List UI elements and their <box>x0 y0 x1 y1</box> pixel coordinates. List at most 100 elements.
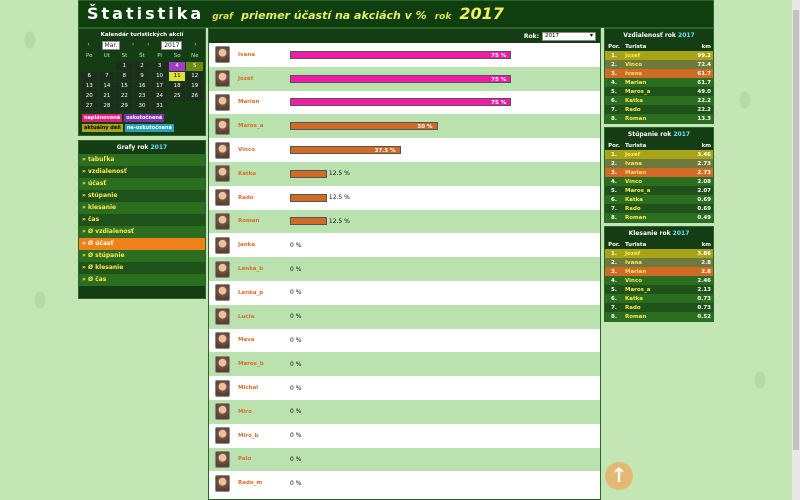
calendar-day[interactable]: 31 <box>151 102 168 111</box>
calendar-day[interactable]: 16 <box>133 82 151 91</box>
ranking-cell-name[interactable]: Katka <box>623 195 680 204</box>
calendar-next-year-icon[interactable]: › <box>194 41 197 48</box>
ranking-cell-name[interactable]: Rado <box>623 105 680 114</box>
ranking-cell-name[interactable]: Vinco <box>623 177 680 186</box>
ranking-cell-name[interactable]: Jozef <box>623 150 680 159</box>
graphs-menu-item[interactable]: » Ø klesanie <box>79 262 205 274</box>
graphs-menu-item[interactable]: » Ø vzdialenosť <box>79 226 205 238</box>
ranking-cell-name[interactable]: Vinco <box>623 60 680 69</box>
calendar-day[interactable]: 7 <box>98 72 116 81</box>
chart-category-label[interactable]: Mava <box>238 337 255 344</box>
graphs-menu-item[interactable]: » Ø stúpanie <box>79 250 205 262</box>
calendar-day[interactable]: 12 <box>186 72 203 81</box>
ranking-cell-name[interactable]: Katka <box>623 294 680 303</box>
chart-category-label[interactable]: Janka <box>238 242 256 249</box>
calendar-day[interactable]: 15 <box>116 82 133 91</box>
ranking-cell-name[interactable]: Roman <box>623 312 680 321</box>
calendar-day[interactable]: 2 <box>133 62 151 71</box>
calendar-day[interactable]: 5 <box>186 62 203 71</box>
year-filter-select[interactable]: 2017 <box>542 31 596 41</box>
calendar-next-month-icon[interactable]: › <box>131 41 135 48</box>
chart-category-label[interactable]: Lucia <box>238 313 255 320</box>
ranking-cell-name[interactable]: Ivana <box>623 69 680 78</box>
chart-category-label[interactable]: Jozef <box>238 75 254 82</box>
calendar-day[interactable]: 3 <box>151 62 168 71</box>
graphs-menu-item[interactable]: » čas <box>79 214 205 226</box>
chart-category-label[interactable]: Rado_m <box>238 480 263 487</box>
calendar-month-select[interactable]: Mar. <box>101 41 121 50</box>
calendar-day[interactable]: 29 <box>116 102 133 111</box>
calendar-day[interactable]: 21 <box>98 92 116 101</box>
calendar-day[interactable]: 9 <box>133 72 151 81</box>
ranking-cell-name[interactable]: Marian <box>623 267 680 276</box>
calendar-day[interactable]: 13 <box>81 82 98 91</box>
chart-category-label[interactable]: Maros_b <box>238 361 264 368</box>
scroll-to-top-button[interactable]: ↑ <box>605 462 633 490</box>
chart-category-label[interactable]: Lenka_p <box>238 289 264 296</box>
chart-category-label[interactable]: Roman <box>238 218 260 225</box>
ranking-cell-name[interactable]: Marian <box>623 168 680 177</box>
ranking-cell-name[interactable]: Jozef <box>623 249 680 258</box>
calendar-day[interactable]: 26 <box>186 92 203 101</box>
graphs-menu-item[interactable]: » Ø čas <box>79 274 205 286</box>
calendar-day[interactable]: 27 <box>81 102 98 111</box>
calendar-day[interactable]: 14 <box>98 82 116 91</box>
calendar-day[interactable]: 8 <box>116 72 133 81</box>
graphs-menu-item[interactable]: » stúpanie <box>79 190 205 202</box>
calendar-year-select[interactable]: 2017 <box>161 41 183 50</box>
calendar-day[interactable]: 25 <box>168 92 186 101</box>
calendar-day[interactable]: 11 <box>168 72 186 81</box>
graphs-menu-item[interactable]: » účasť <box>79 178 205 190</box>
ranking-cell-name[interactable]: Ivana <box>623 258 680 267</box>
ranking-cell-name[interactable]: Rado <box>623 204 680 213</box>
scrollbar-thumb[interactable] <box>793 10 799 450</box>
chart-category-label[interactable]: Ivana <box>238 51 255 58</box>
calendar-day[interactable]: 28 <box>98 102 116 111</box>
ranking-cell-name[interactable]: Ivana <box>623 159 680 168</box>
ranking-cell-name[interactable]: Maros_a <box>623 87 680 96</box>
ranking-cell-name[interactable]: Marian <box>623 78 680 87</box>
chart-category-label[interactable]: Michal <box>238 385 259 392</box>
chart-category-label[interactable]: Miro <box>238 408 252 415</box>
chart-category-label[interactable]: Lenka_b <box>238 266 264 273</box>
chart-category-label[interactable]: Vinco <box>238 147 255 154</box>
calendar-day[interactable]: 23 <box>133 92 151 101</box>
ranking-cell-name[interactable]: Roman <box>623 114 680 123</box>
ranking-cell-val: 2.07 <box>679 186 713 195</box>
ranking-cell-name[interactable]: Jozef <box>623 51 680 60</box>
calendar-day[interactable]: 24 <box>151 92 168 101</box>
ranking-cell-name[interactable]: Roman <box>623 213 680 222</box>
chart-category-label[interactable]: Katka <box>238 170 256 177</box>
chart-category-label[interactable]: Palo <box>238 456 252 463</box>
calendar-day[interactable]: 30 <box>133 102 151 111</box>
ranking-cell-name[interactable]: Katka <box>623 96 680 105</box>
header-subtitle: priemer účastí na akciách v % <box>241 9 427 22</box>
calendar-day[interactable]: 18 <box>168 82 186 91</box>
ranking-cell-name[interactable]: Vinco <box>623 276 680 285</box>
chart-category-label[interactable]: Rado <box>238 194 254 201</box>
calendar-day[interactable]: 1 <box>116 62 133 71</box>
graphs-menu-item[interactable]: » Ø účasť <box>79 238 205 250</box>
page-scrollbar[interactable] <box>792 0 800 500</box>
ranking-cell-name[interactable]: Rado <box>623 303 680 312</box>
chart-category-label[interactable]: Marian <box>238 99 260 106</box>
calendar-day[interactable]: 17 <box>151 82 168 91</box>
ranking-cell-name[interactable]: Maros_a <box>623 285 680 294</box>
graphs-menu-item[interactable]: » tabuľka <box>79 154 205 166</box>
calendar-day[interactable]: 20 <box>81 92 98 101</box>
calendar-prev-year-icon[interactable]: ‹ <box>147 41 150 48</box>
calendar-day[interactable]: 4 <box>168 62 186 71</box>
chart-category-label[interactable]: Miro_b <box>238 432 259 439</box>
calendar-day[interactable]: 10 <box>151 72 168 81</box>
ranking-column-header: km <box>701 142 711 149</box>
calendar-day[interactable]: 6 <box>81 72 98 81</box>
ranking-cell-val: 2.13 <box>679 285 713 294</box>
graphs-menu-item[interactable]: » vzdialenosť <box>79 166 205 178</box>
graphs-menu-item[interactable]: » klesanie <box>79 202 205 214</box>
calendar-prev-month-icon[interactable]: ‹ <box>87 41 90 48</box>
ranking-cell-name[interactable]: Maros_a <box>623 186 680 195</box>
calendar-day[interactable]: 22 <box>116 92 133 101</box>
chart-category-label[interactable]: Maros_a <box>238 123 264 130</box>
calendar-day[interactable]: 19 <box>186 82 203 91</box>
